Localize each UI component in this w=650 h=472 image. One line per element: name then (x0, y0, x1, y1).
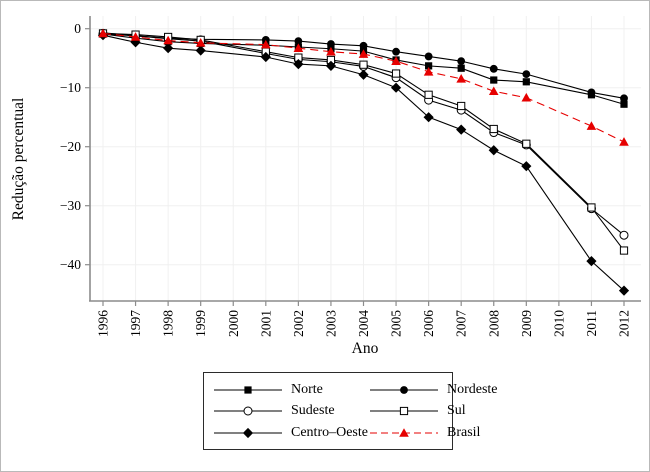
sudeste-marker-icon (214, 406, 282, 416)
legend-label-sul: Sul (446, 403, 466, 418)
legend-label-centro-oeste: Centro–Oeste (291, 424, 368, 440)
legend-entry-sul: Sul (368, 404, 498, 418)
centro-oeste-marker-icon (214, 427, 282, 438)
y-tick-label: 0 (74, 21, 81, 36)
nordeste-marker-icon (369, 385, 438, 394)
x-tick-label: 2001 (258, 310, 273, 337)
x-tick-label: 2004 (356, 310, 371, 337)
x-tick-label: 2009 (519, 310, 534, 337)
sul-marker-icon (369, 406, 438, 416)
x-tick-label: 1998 (161, 310, 176, 337)
x-tick-label: 1999 (193, 310, 208, 337)
chart-legend: Norte Nordeste Sudeste Sul Centro–Oeste … (203, 372, 498, 450)
legend-entry-brasil: Brasil (368, 424, 498, 440)
x-tick-label: 2006 (421, 310, 436, 337)
x-tick-label: 2000 (226, 310, 241, 337)
legend-entry-norte: Norte (212, 381, 368, 397)
legend-label-nordeste: Nordeste (446, 381, 498, 397)
x-tick-label: 2005 (389, 310, 404, 337)
x-tick-label: 1996 (96, 310, 111, 337)
norte-marker-icon (214, 385, 282, 394)
y-axis-title: Redução percentual (10, 98, 27, 221)
y-tick-label: −30 (60, 198, 81, 213)
legend-label-brasil: Brasil (446, 424, 481, 440)
x-axis-title: Ano (352, 340, 379, 357)
x-tick-label: 2007 (454, 310, 469, 337)
y-tick-label: −20 (60, 139, 81, 154)
y-tick-label: −10 (60, 80, 81, 95)
x-tick-label: 2011 (584, 310, 599, 337)
series-brasil (98, 28, 629, 146)
brasil-marker-icon (369, 427, 438, 437)
y-tick-label: −40 (60, 257, 81, 272)
x-tick-label: 2003 (323, 310, 338, 337)
x-tick-label: 2010 (551, 310, 566, 337)
x-tick-label: 2002 (291, 310, 306, 337)
x-tick-label: 2008 (486, 310, 501, 337)
legend-entry-sudeste: Sudeste (212, 404, 368, 418)
x-tick-label: 1997 (128, 310, 143, 337)
legend-entry-centro-oeste: Centro–Oeste (212, 424, 368, 440)
legend-label-norte: Norte (291, 381, 323, 397)
legend-label-sudeste: Sudeste (291, 403, 335, 418)
legend-entry-nordeste: Nordeste (368, 381, 498, 397)
x-tick-label: 2012 (617, 310, 632, 337)
gridlines (90, 16, 641, 301)
axes: 0 −10 −20 −30 −40 1996 1997 1998 1999 2000 2001 200… (10, 16, 641, 357)
